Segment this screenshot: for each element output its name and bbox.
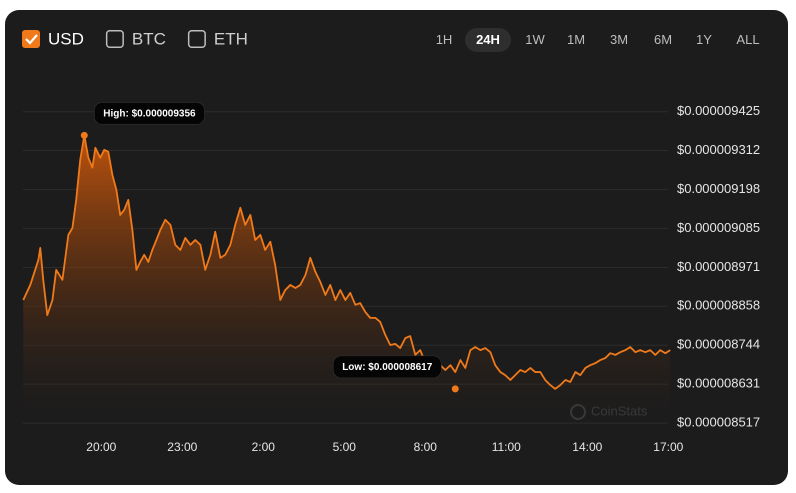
- range-button[interactable]: 1H: [436, 32, 453, 47]
- y-tick-label: $0.000008971: [677, 259, 760, 274]
- y-tick-label: $0.000008744: [677, 337, 760, 352]
- range-button[interactable]: 1M: [567, 32, 585, 47]
- annotation-label: Low: $0.000008617: [342, 362, 432, 373]
- y-tick-label: $0.000008631: [677, 376, 760, 391]
- range-label[interactable]: 1W: [525, 32, 545, 47]
- range-button[interactable]: ALL: [736, 32, 759, 47]
- currency-toggle[interactable]: ETH: [187, 29, 248, 48]
- y-tick-label: $0.000009198: [677, 181, 760, 196]
- currency-toggle[interactable]: BTC: [105, 29, 166, 48]
- range-label[interactable]: 24H: [476, 32, 500, 47]
- x-tick-label: 8:00: [414, 440, 438, 454]
- currency-label[interactable]: BTC: [132, 29, 166, 48]
- area: [23, 135, 671, 429]
- y-tick-label: $0.000009312: [677, 142, 760, 157]
- x-tick-label: 17:00: [653, 440, 683, 454]
- y-tick-label: $0.000008517: [677, 415, 760, 430]
- x-tick-label: 20:00: [86, 440, 116, 454]
- range-button[interactable]: 1W: [525, 32, 545, 47]
- y-tick-label: $0.000009085: [677, 220, 760, 235]
- range-button[interactable]: 3M: [610, 32, 628, 47]
- range-label[interactable]: 1H: [436, 32, 453, 47]
- range-button-active-bg[interactable]: [465, 28, 511, 52]
- y-tick-label: $0.000008858: [677, 298, 760, 313]
- checkbox[interactable]: [105, 30, 124, 48]
- annotation-box: [93, 102, 205, 125]
- currency-label[interactable]: ETH: [214, 29, 248, 48]
- x-tick-label: 2:00: [252, 440, 276, 454]
- currency-label[interactable]: USD: [48, 29, 84, 48]
- range-label[interactable]: 1M: [567, 32, 585, 47]
- range-label[interactable]: 3M: [610, 32, 628, 47]
- y-tick-label: $0.000009425: [677, 103, 760, 118]
- checkbox-checked[interactable]: [22, 30, 40, 48]
- annotation-box: [332, 355, 442, 379]
- currency-toggle[interactable]: USD: [22, 29, 84, 48]
- checkmark: [25, 34, 38, 45]
- range-label[interactable]: 6M: [654, 32, 672, 47]
- range-button[interactable]: 6M: [654, 32, 672, 47]
- x-tick-label: 14:00: [572, 440, 602, 454]
- range-label[interactable]: ALL: [736, 32, 759, 47]
- range-button[interactable]: 1Y: [696, 32, 712, 47]
- x-tick-label: 11:00: [492, 440, 521, 454]
- range-label[interactable]: 1Y: [696, 32, 712, 47]
- annotation-label: High: $0.000009356: [103, 109, 196, 120]
- annotation-point: [451, 385, 459, 393]
- annotation: Low: $0.000008617: [332, 355, 459, 393]
- x-tick-label: 5:00: [333, 440, 357, 454]
- line: [22, 134, 671, 390]
- x-tick-label: 23:00: [167, 440, 197, 454]
- checkbox[interactable]: [187, 30, 206, 48]
- annotation: High: $0.000009356: [80, 102, 205, 139]
- annotation-point: [80, 131, 88, 139]
- range-button[interactable]: 24H: [465, 28, 511, 52]
